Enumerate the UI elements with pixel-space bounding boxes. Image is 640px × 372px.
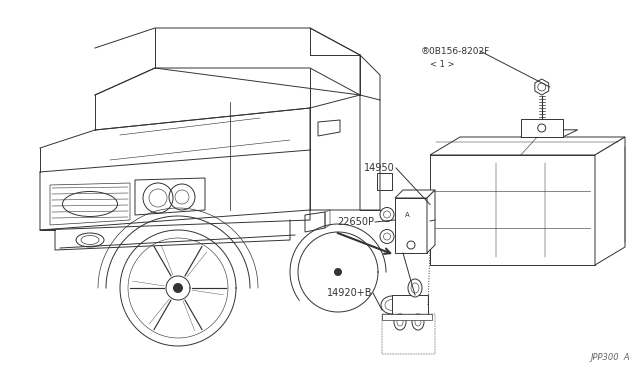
Polygon shape <box>521 130 578 137</box>
Polygon shape <box>392 295 428 315</box>
Ellipse shape <box>394 314 406 330</box>
Text: 14950: 14950 <box>364 163 395 173</box>
Circle shape <box>383 211 390 218</box>
Polygon shape <box>595 137 625 265</box>
Polygon shape <box>305 212 325 232</box>
Circle shape <box>380 208 394 221</box>
Text: 22650P: 22650P <box>337 217 374 227</box>
Ellipse shape <box>385 299 399 311</box>
Ellipse shape <box>397 318 403 326</box>
Polygon shape <box>430 155 595 265</box>
Circle shape <box>383 233 390 240</box>
Circle shape <box>380 230 394 244</box>
Circle shape <box>334 268 342 276</box>
Ellipse shape <box>412 314 424 330</box>
Bar <box>382 314 435 354</box>
Polygon shape <box>395 198 427 253</box>
Text: A: A <box>405 212 410 218</box>
Polygon shape <box>395 190 435 198</box>
Bar <box>521 119 563 137</box>
Text: ®0B156-8202F: ®0B156-8202F <box>421 46 490 55</box>
Ellipse shape <box>381 296 403 314</box>
Polygon shape <box>318 120 340 136</box>
Ellipse shape <box>411 283 419 293</box>
Polygon shape <box>382 314 432 320</box>
Ellipse shape <box>408 279 422 297</box>
Text: 14920+B: 14920+B <box>326 288 372 298</box>
Circle shape <box>173 283 183 293</box>
Ellipse shape <box>415 318 421 326</box>
Polygon shape <box>427 190 435 253</box>
Text: JPP300  A: JPP300 A <box>590 353 630 362</box>
Text: < 1 >: < 1 > <box>430 60 454 68</box>
Polygon shape <box>430 137 625 155</box>
Polygon shape <box>377 173 392 190</box>
